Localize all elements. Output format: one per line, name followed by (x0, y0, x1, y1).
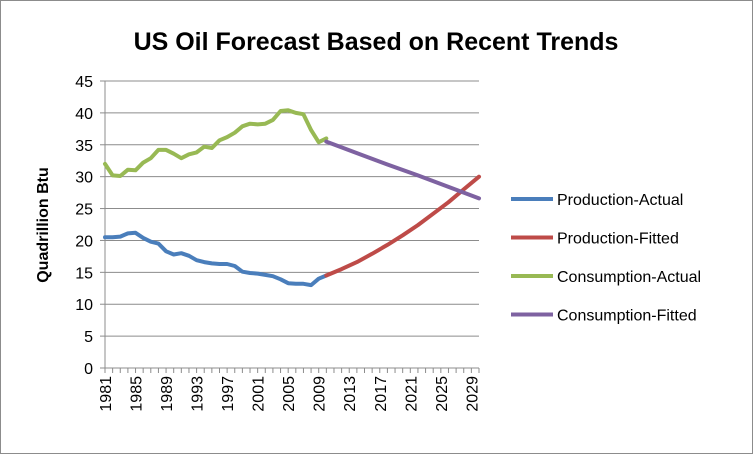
legend-label-production-fitted: Production-Fitted (557, 231, 679, 248)
y-tick-label: 30 (75, 170, 93, 187)
chart-title: US Oil Forecast Based on Recent Trends (134, 28, 619, 56)
series-line-production-fitted (324, 174, 481, 278)
x-tick-label: 1985 (129, 376, 146, 412)
y-tick-label: 35 (75, 138, 93, 155)
x-tick-label: 2021 (403, 376, 420, 412)
y-tick-label: 40 (75, 106, 93, 123)
y-tick-label: 10 (75, 297, 93, 314)
legend: Production-Actual Production-Fitted Consum… (511, 192, 701, 325)
x-tick-label: 1997 (220, 376, 237, 412)
x-tick-label: 1981 (98, 376, 115, 412)
legend-label-consumption-fitted: Consumption-Fitted (557, 308, 697, 325)
x-tick-label: 2013 (342, 376, 359, 412)
y-tick-label: 45 (75, 74, 93, 91)
x-tick-label: 2005 (281, 376, 298, 412)
series-line-consumption-fitted (324, 139, 481, 201)
y-tick-label: 20 (75, 233, 93, 250)
axes (100, 80, 480, 373)
x-tick-label: 2009 (312, 376, 329, 412)
series-line-production-actual (103, 230, 329, 288)
x-tick-label: 1989 (159, 376, 176, 412)
series-lines (103, 108, 481, 288)
x-tick-label: 1993 (190, 376, 207, 412)
legend-label-production-actual: Production-Actual (557, 192, 683, 209)
y-axis-label: Quadrillion Btu (35, 167, 52, 283)
y-tick-labels: 0 5 10 15 20 25 30 35 40 45 (75, 74, 93, 378)
gridlines (105, 80, 479, 337)
series-line-consumption-actual (103, 108, 329, 178)
y-tick-label: 0 (84, 361, 93, 378)
legend-label-consumption-actual: Consumption-Actual (557, 269, 701, 286)
x-tick-label: 2001 (251, 376, 268, 412)
y-tick-label: 15 (75, 265, 93, 282)
y-tick-label: 25 (75, 202, 93, 219)
y-tick-label: 5 (84, 329, 93, 346)
x-tick-label: 2025 (434, 376, 451, 412)
x-tick-labels: 1981 1985 1989 1993 1997 2001 2005 2009 2013 2017… (98, 376, 481, 412)
x-tick-label: 2017 (373, 376, 390, 412)
x-tick-label: 2029 (464, 376, 481, 412)
